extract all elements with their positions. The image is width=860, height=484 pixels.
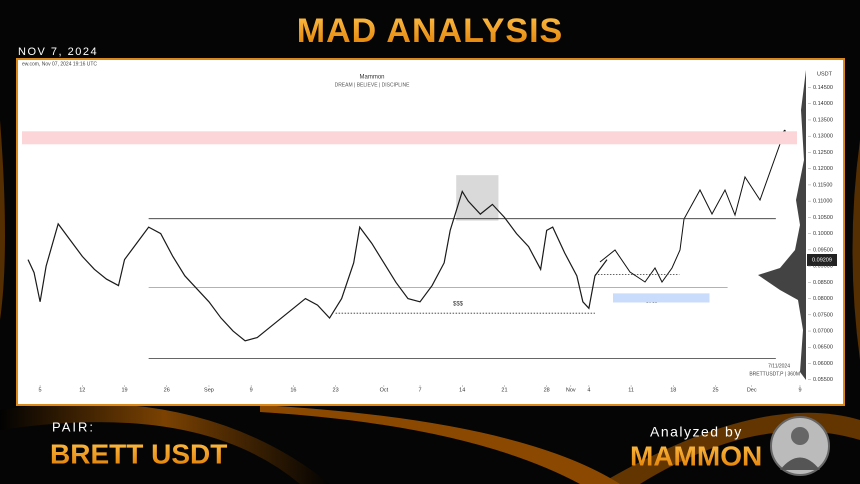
axis-label: USDT (817, 71, 833, 77)
y-tick-label: 0.09000 (813, 264, 833, 270)
source: ew.com, Nov 07, 2024 19:16 UTC (22, 61, 97, 67)
swoosh (260, 405, 620, 484)
x-tick-label: 7 (418, 387, 421, 393)
x-tick-label: 25 (712, 387, 718, 393)
swoosh (0, 120, 5, 320)
x-tick-label: 26 (164, 387, 170, 393)
y-tick-label: 0.06500 (813, 345, 833, 351)
x-tick-label: 12 (79, 387, 85, 393)
avatar-head (791, 427, 809, 445)
y-tick-label: 0.09500 (813, 247, 833, 253)
y-tick-label: 0.05500 (813, 377, 833, 383)
x-tick-label: 21 (501, 387, 507, 393)
avatar-body (780, 457, 820, 470)
price-tag-label: 0.09209 (812, 257, 832, 263)
y-tick-label: 0.10000 (813, 231, 833, 237)
x-tick-label: 11 (628, 387, 634, 393)
x-tick-label: Nov (566, 387, 576, 393)
date-note: 7/11/2024 (768, 363, 790, 369)
x-tick-label: 14 (459, 387, 465, 393)
analyst: MAMMON (630, 440, 762, 471)
price-line (27, 189, 608, 342)
y-tick-label: 0.06000 (813, 361, 833, 367)
x-tick-label: Sep (204, 387, 214, 393)
y-tick-label: 0.10500 (813, 215, 833, 221)
symbol: BRETTUSDT.P | 360M (749, 371, 800, 377)
y-tick-label: 0.14000 (813, 101, 833, 107)
zone (22, 131, 797, 145)
y-tick-label: 0.13000 (813, 134, 833, 140)
analyzed-by: Analyzed by (650, 424, 743, 440)
x-tick-label: 9 (250, 387, 253, 393)
x-tick-label: 5 (39, 387, 42, 393)
projection-path (599, 129, 786, 283)
chart-panel (16, 58, 845, 406)
y-tick-label: 0.08500 (813, 280, 833, 286)
y-tick-label: 0.14500 (813, 85, 833, 91)
y-tick-label: 0.11000 (813, 199, 832, 205)
chart-subtitle: DREAM | BELIEVE | DISCIPLINE (335, 82, 411, 88)
x-tick-label: 19 (121, 387, 127, 393)
annotation: $$$ (453, 302, 464, 308)
x-tick-label: Dec (747, 387, 757, 393)
y-tick-label: 0.13500 (813, 117, 833, 123)
chart-title: Mammon (359, 75, 384, 81)
swoosh (852, 140, 860, 360)
x-tick-label: 23 (333, 387, 339, 393)
y-tick-label: 0.12500 (813, 150, 833, 156)
chart: 0.05500 0.06000 0.06500 0.07000 0.07500 0.080… (22, 85, 833, 393)
pair: BRETT USDT (50, 438, 227, 469)
y-tick-label: 0.11500 (813, 182, 832, 188)
date: NOV 7, 2024 (18, 46, 98, 58)
x-tick-label: 4 (587, 387, 590, 393)
avatar (770, 416, 830, 476)
price-tag (807, 254, 837, 266)
y-tick-label: 0.07000 (813, 328, 833, 334)
zone (456, 175, 499, 221)
pair-label: PAIR: (52, 419, 95, 434)
x-tick-label: 18 (670, 387, 676, 393)
x-tick-label: 16 (290, 387, 296, 393)
zone (613, 293, 710, 303)
y-tick-label: 0.07500 (813, 312, 833, 318)
y-tick-label: 0.08000 (813, 296, 833, 302)
swoosh (0, 403, 330, 484)
x-tick-label: 9 (798, 387, 801, 393)
x-tick-label: 28 (544, 387, 550, 393)
y-tick-label: 0.12000 (813, 166, 833, 172)
x-tick-label: Oct (380, 387, 389, 393)
title: MAD ANALYSIS (297, 12, 563, 50)
